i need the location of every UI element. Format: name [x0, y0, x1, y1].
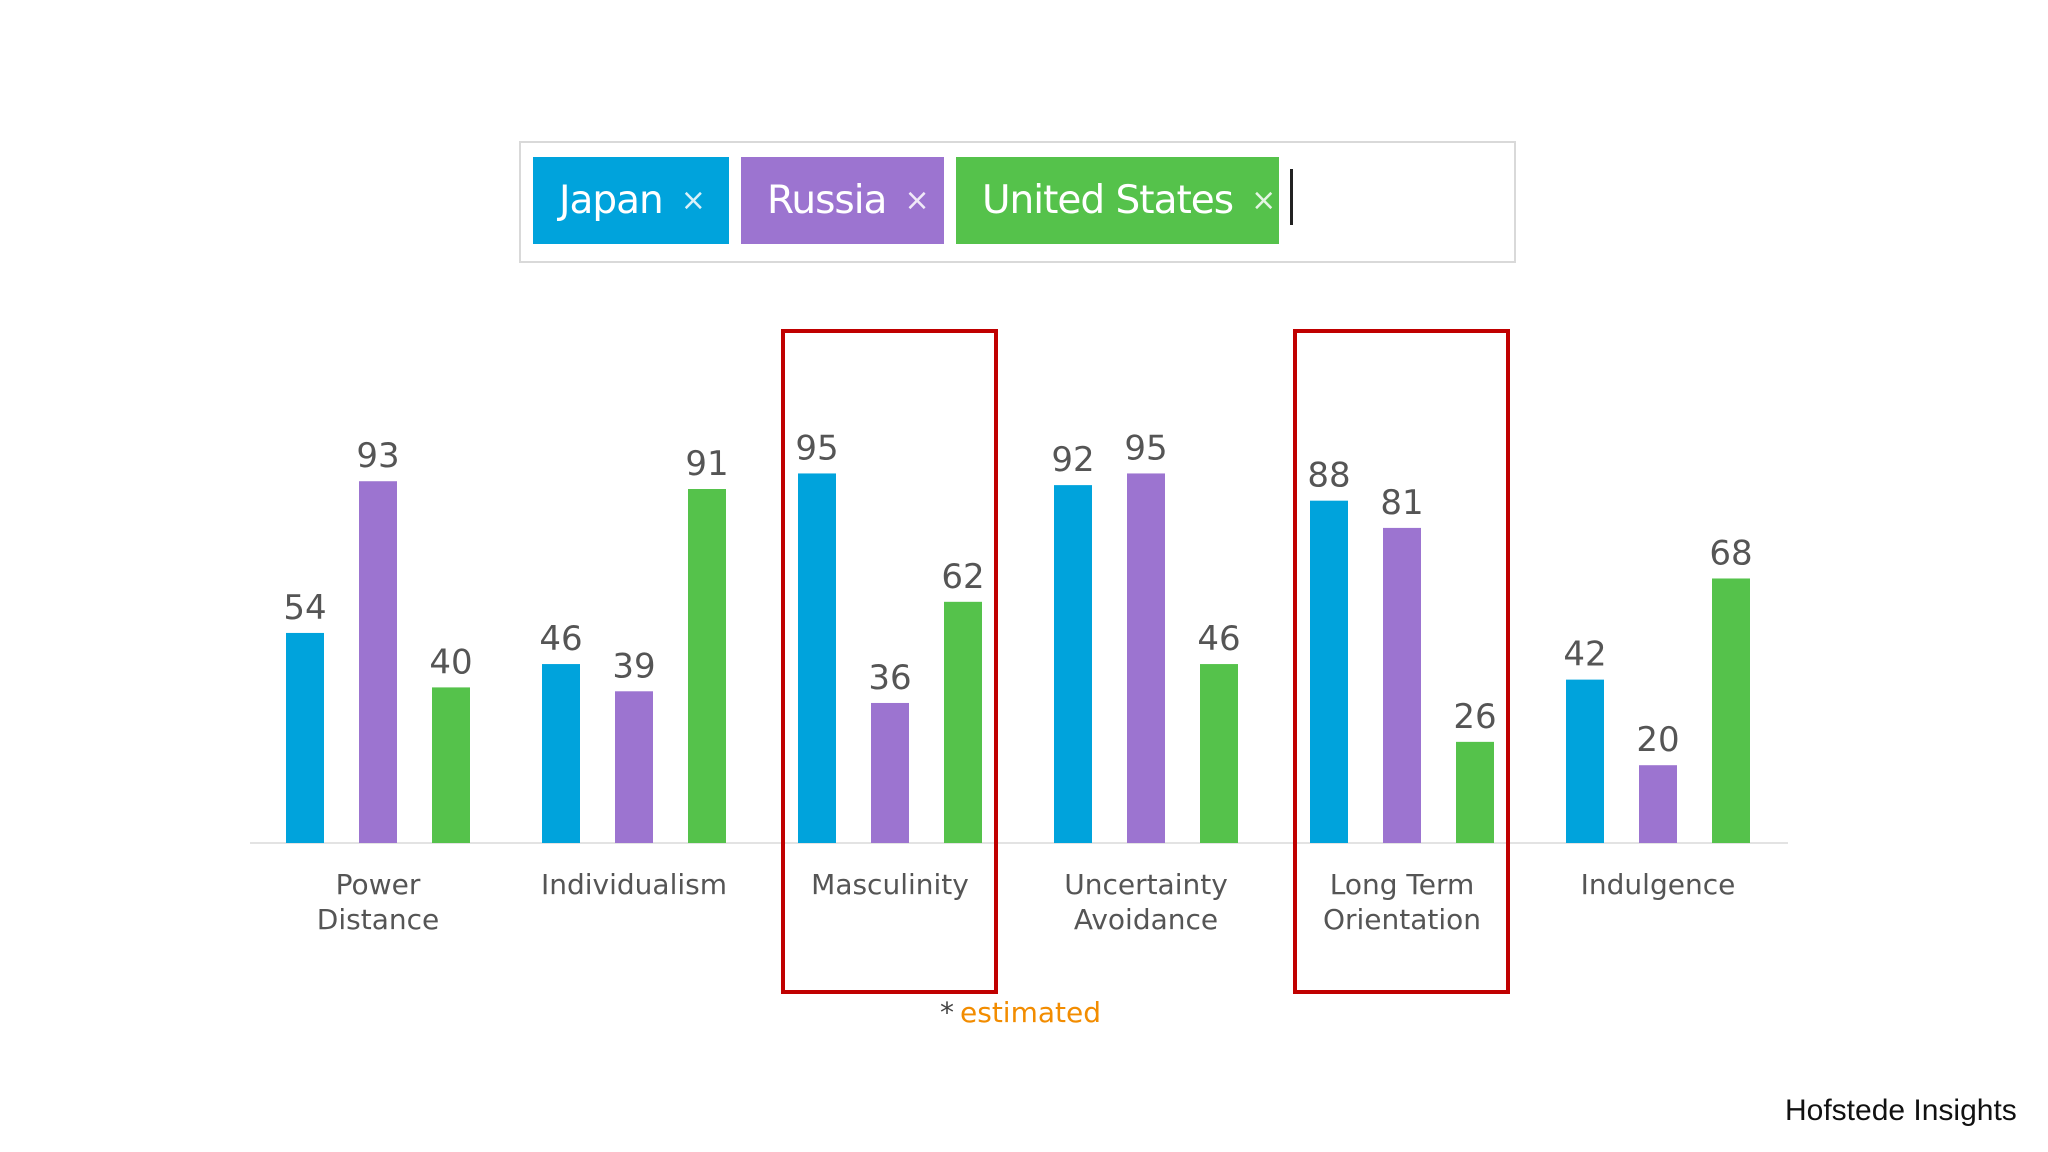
- bar-indulgence-russia: [1639, 765, 1677, 843]
- tag-russia-label: Russia: [767, 178, 887, 223]
- bar-long-term-orientation-russia: [1383, 527, 1421, 843]
- highlight-box-long-term-orientation: [1293, 329, 1510, 994]
- tag-united-states-label: United States: [982, 178, 1234, 223]
- highlight-box-masculinity: [781, 329, 998, 994]
- tag-united-states[interactable]: United States ×: [956, 157, 1279, 244]
- value-label-masculinity-united-states: 62: [941, 557, 984, 597]
- value-label-uncertainty-avoidance-united-states: 46: [1197, 619, 1240, 659]
- value-label-individualism-russia: 39: [612, 646, 655, 686]
- bar-masculinity-united-states: [944, 601, 982, 843]
- value-label-long-term-orientation-japan: 88: [1307, 456, 1350, 496]
- bar-uncertainty-avoidance-japan: [1054, 485, 1092, 843]
- estimated-note: * estimated: [940, 996, 1101, 1029]
- category-label-uncertainty-avoidance-line-1: Uncertainty: [1064, 868, 1228, 901]
- category-label-uncertainty-avoidance-line-2: Avoidance: [1074, 903, 1218, 936]
- value-label-long-term-orientation-united-states: 26: [1453, 697, 1496, 737]
- value-label-indulgence-russia: 20: [1636, 720, 1679, 760]
- bar-long-term-orientation-united-states: [1456, 741, 1494, 843]
- bar-uncertainty-avoidance-russia: [1127, 473, 1165, 843]
- value-label-individualism-united-states: 91: [685, 444, 728, 484]
- tag-japan[interactable]: Japan ×: [533, 157, 729, 244]
- remove-united-states-icon[interactable]: ×: [1251, 183, 1276, 218]
- category-label-long-term-orientation-line-2: Orientation: [1323, 903, 1481, 936]
- value-label-indulgence-japan: 42: [1563, 635, 1606, 675]
- bar-indulgence-united-states: [1712, 578, 1750, 843]
- value-label-power-distance-russia: 93: [356, 436, 399, 476]
- value-label-power-distance-united-states: 40: [429, 642, 472, 682]
- category-label-power-distance-line-1: Power: [336, 868, 421, 901]
- bar-long-term-orientation-japan: [1310, 500, 1348, 843]
- bar-individualism-russia: [615, 691, 653, 843]
- bar-power-distance-united-states: [432, 687, 470, 843]
- tag-japan-label: Japan: [559, 178, 664, 223]
- value-label-individualism-japan: 46: [539, 619, 582, 659]
- bar-individualism-united-states: [688, 489, 726, 843]
- source-credit: Hofstede Insights: [1785, 1094, 2017, 1127]
- estimated-asterisk: *: [940, 996, 954, 1029]
- value-label-indulgence-united-states: 68: [1709, 533, 1752, 573]
- category-label-power-distance-line-2: Distance: [317, 903, 439, 936]
- bar-power-distance-russia: [359, 481, 397, 843]
- bar-indulgence-japan: [1566, 679, 1604, 843]
- category-label-individualism-line-1: Individualism: [541, 868, 727, 901]
- country-selector[interactable]: Japan × Russia × United States ×: [519, 141, 1516, 263]
- bar-individualism-japan: [542, 664, 580, 843]
- estimated-label: estimated: [960, 996, 1101, 1029]
- tag-russia[interactable]: Russia ×: [741, 157, 944, 244]
- bar-power-distance-japan: [286, 632, 324, 843]
- remove-russia-icon[interactable]: ×: [904, 183, 929, 218]
- value-label-uncertainty-avoidance-russia: 95: [1124, 428, 1167, 468]
- bar-uncertainty-avoidance-united-states: [1200, 664, 1238, 843]
- category-label-masculinity-line-1: Masculinity: [811, 868, 969, 901]
- bar-masculinity-japan: [798, 473, 836, 843]
- category-label-long-term-orientation-line-1: Long Term: [1330, 868, 1475, 901]
- category-label-indulgence-line-1: Indulgence: [1581, 868, 1736, 901]
- bar-masculinity-russia: [871, 702, 909, 843]
- value-label-masculinity-russia: 36: [868, 658, 911, 698]
- text-caret: [1290, 169, 1293, 225]
- remove-japan-icon[interactable]: ×: [680, 183, 706, 218]
- value-label-power-distance-japan: 54: [283, 588, 326, 628]
- value-label-masculinity-japan: 95: [795, 428, 838, 468]
- value-label-uncertainty-avoidance-japan: 92: [1051, 440, 1094, 480]
- value-label-long-term-orientation-russia: 81: [1380, 483, 1423, 523]
